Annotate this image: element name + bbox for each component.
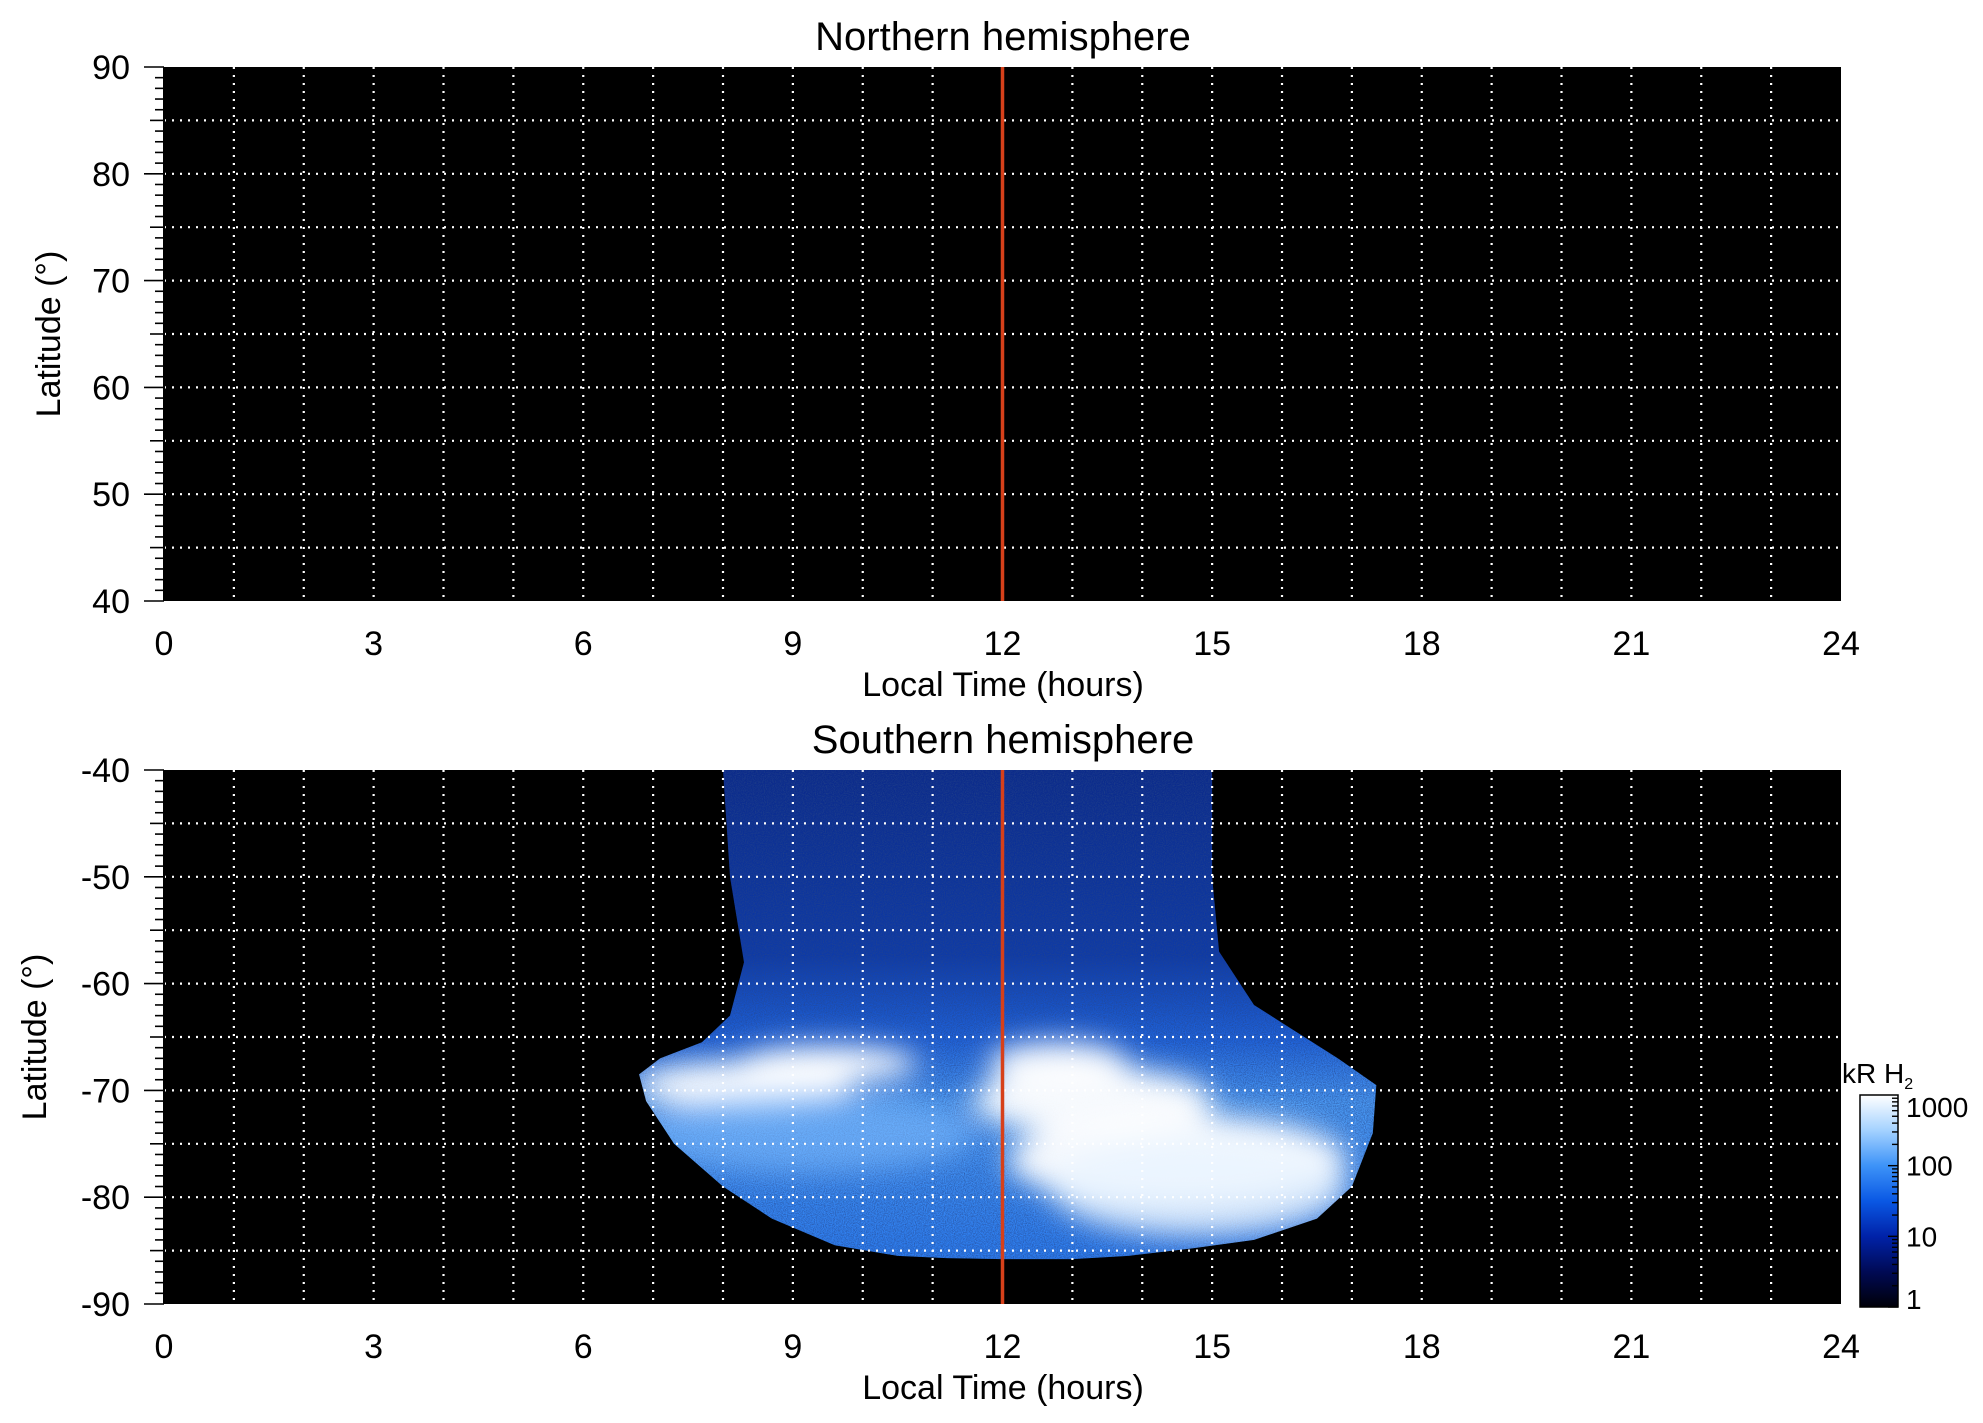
x-tick-label: 3 (364, 625, 383, 663)
x-tick-label: 24 (1822, 625, 1860, 663)
x-tick-label: 6 (574, 1328, 593, 1366)
y-tick-label: -70 (81, 1072, 130, 1110)
south-axes: -40 -50 -60 -70 -80 -90 0 3 6 9 12 15 18 21 24 (81, 752, 1860, 1366)
x-tick-label: 0 (155, 625, 174, 663)
bright-emission-feature (737, 1045, 918, 1082)
colorbar-title-subscript: 2 (1904, 1076, 1913, 1093)
colorbar-tick-label: 1000 (1906, 1092, 1968, 1123)
colorbar-ticks: 1000 100 10 1 (1888, 1092, 1968, 1315)
north-grid (164, 67, 1841, 601)
south-emission-region (639, 770, 1377, 1260)
y-tick-label: 40 (92, 583, 130, 621)
emission-glow (639, 1093, 977, 1174)
x-tick-label: 15 (1193, 625, 1231, 663)
colorbar-tick-label: 100 (1906, 1151, 1953, 1182)
y-tick-label: -80 (81, 1179, 130, 1217)
north-y-axis-label: Latitude (°) (30, 251, 68, 418)
x-tick-label: 12 (984, 1328, 1022, 1366)
bright-emission-feature (1048, 1136, 1349, 1237)
y-tick-label: 50 (92, 476, 130, 514)
y-tick-label: -40 (81, 752, 130, 790)
y-tick-label: 70 (92, 263, 130, 301)
x-tick-label: 24 (1822, 1328, 1860, 1366)
south-title: Southern hemisphere (812, 718, 1194, 762)
south-y-axis-label: Latitude (°) (16, 954, 54, 1121)
colorbar-title: kR H2 (1842, 1058, 1913, 1093)
x-tick-label: 6 (574, 625, 593, 663)
y-tick-label: 80 (92, 156, 130, 194)
north-x-axis-label: Local Time (hours) (862, 666, 1144, 704)
x-tick-label: 21 (1612, 1328, 1650, 1366)
y-tick-label: 90 (92, 49, 130, 87)
colorbar: kR H2 1000 100 10 1 (1842, 1058, 1968, 1315)
x-tick-label: 0 (155, 1328, 174, 1366)
y-tick-label: -60 (81, 966, 130, 1004)
x-tick-label: 3 (364, 1328, 383, 1366)
y-tick-label: -50 (81, 859, 130, 897)
colorbar-tick-label: 10 (1906, 1221, 1937, 1252)
x-tick-label: 18 (1403, 625, 1441, 663)
x-tick-label: 12 (984, 625, 1022, 663)
x-tick-label: 21 (1612, 625, 1650, 663)
x-tick-label: 9 (783, 1328, 802, 1366)
colorbar-gradient (1859, 1094, 1899, 1308)
panel-north: Northern hemisphere 90 80 70 60 50 40 0 3 6 9 12 15… (30, 15, 1860, 704)
y-tick-label: 60 (92, 369, 130, 407)
y-tick-label: -90 (81, 1286, 130, 1324)
north-title: Northern hemisphere (815, 15, 1191, 59)
colorbar-tick-label: 1 (1906, 1284, 1922, 1315)
x-tick-label: 18 (1403, 1328, 1441, 1366)
panel-south: Southern hemisphere -40 -50 -60 -70 -80 -90 0 3… (16, 718, 1860, 1407)
x-tick-label: 15 (1193, 1328, 1231, 1366)
north-axes: 90 80 70 60 50 40 0 3 6 9 12 15 18 21 24 (92, 49, 1860, 663)
x-tick-label: 9 (783, 625, 802, 663)
south-x-axis-label: Local Time (hours) (862, 1369, 1144, 1407)
